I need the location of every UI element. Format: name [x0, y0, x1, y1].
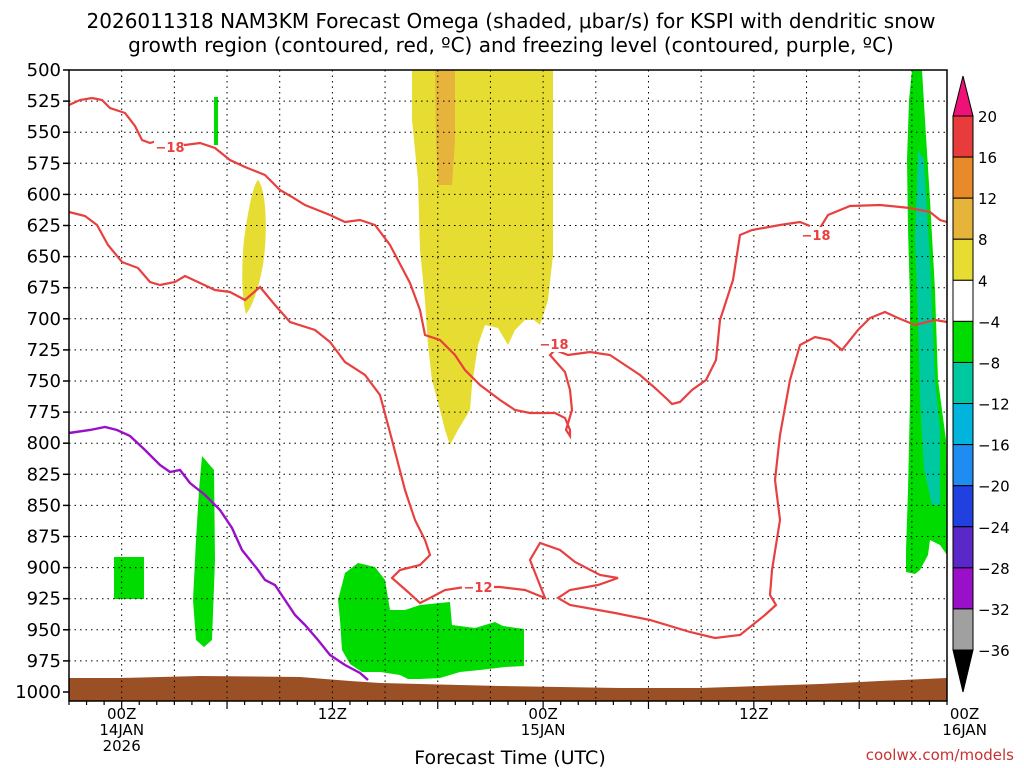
- x-tick-label: 12Z: [318, 705, 347, 723]
- terrain-ground: [69, 676, 947, 701]
- colorbar-bin: [952, 567, 974, 610]
- colorbar-label: 16: [978, 149, 997, 167]
- colorbar-top-arrow: [952, 75, 974, 117]
- chart-title-line1: 2026011318 NAM3KM Forecast Omega (shaded…: [87, 9, 936, 33]
- omega-region-green-tick: [214, 97, 218, 145]
- colorbar-bin: [952, 115, 974, 158]
- contour-label-2: −18: [802, 229, 831, 244]
- y-tick-label: 725: [27, 340, 61, 361]
- y-tick-label: 675: [27, 278, 61, 299]
- contour-label-bg-2: [800, 227, 832, 243]
- colorbar-bin: [952, 361, 974, 405]
- colorbar-label: −32: [978, 601, 1010, 619]
- y-tick-label: 575: [27, 153, 61, 174]
- colorbar-bin: [952, 197, 974, 240]
- y-tick-label: 875: [27, 527, 61, 548]
- y-tick-label: 900: [27, 558, 61, 579]
- colorbar-label: −36: [978, 642, 1010, 660]
- x-tick-label: 00Z: [528, 705, 557, 723]
- colorbar-bin: [952, 279, 974, 322]
- y-tick-label: 800: [27, 433, 61, 454]
- omega-region-orange: [435, 70, 455, 185]
- contour-label-bg-1: [154, 139, 184, 155]
- contour-label-3: −18: [540, 338, 569, 353]
- x-tick-label: 15JAN: [521, 721, 566, 739]
- colorbar-bin: [952, 238, 974, 281]
- y-tick-label: 775: [27, 402, 61, 423]
- omega-region-green-lower: [338, 563, 524, 679]
- y-tick-label: 750: [27, 371, 61, 392]
- colorbar-bin: [952, 608, 974, 651]
- colorbar-label: −4: [978, 313, 1000, 331]
- y-tick-label: 600: [27, 184, 61, 205]
- colorbar-label: −28: [978, 560, 1010, 578]
- x-tick-label: 00Z: [950, 705, 979, 723]
- credit-text: coolwx.com/models: [866, 746, 1014, 764]
- colorbar-label: 4: [978, 272, 988, 290]
- y-tick-label: 650: [27, 247, 61, 268]
- freezing-level-contour: [68, 425, 369, 681]
- x-tick-label: 14JAN: [99, 721, 144, 739]
- contour-label-1: −18: [156, 141, 185, 156]
- colorbar-bin: [952, 403, 974, 446]
- colorbar-bin: [952, 444, 974, 487]
- colorbar-bin: [952, 485, 974, 528]
- dgz-minus12-contour: [68, 210, 948, 640]
- dgz-minus18-contour-upper-right: [819, 203, 948, 229]
- chart-title-line2: growth region (contoured, red, ºC) and f…: [128, 33, 894, 57]
- colorbar-label: 20: [978, 108, 997, 126]
- y-tick-label: 850: [27, 495, 61, 516]
- y-tick-label: 925: [27, 589, 61, 610]
- colorbar-label: −24: [978, 519, 1010, 537]
- y-tick-label: 550: [27, 122, 61, 143]
- colorbar-bin: [952, 156, 974, 199]
- grid-lines: [69, 70, 947, 701]
- y-tick-label: 700: [27, 309, 61, 330]
- colorbar-label: −16: [978, 437, 1010, 455]
- colorbar-bottom-arrow: [952, 649, 974, 693]
- colorbar-label: 8: [978, 231, 988, 249]
- colorbar-label: −20: [978, 478, 1010, 496]
- colorbar-label: −12: [978, 396, 1010, 414]
- colorbar-bin: [952, 320, 974, 363]
- y-tick-label: 525: [27, 91, 61, 112]
- x-tick-label: 00Z: [107, 705, 136, 723]
- x-axis-label: Forecast Time (UTC): [414, 747, 605, 768]
- y-tick-label: 975: [27, 651, 61, 672]
- x-tick-label: 12Z: [739, 705, 768, 723]
- contours: −18 −18 −18 −12: [68, 96, 948, 681]
- y-tick-label: 1000: [15, 682, 61, 703]
- y-tick-label: 950: [27, 620, 61, 641]
- x-tick-label: 16JAN: [942, 721, 987, 739]
- omega-region-teal-right: [915, 150, 940, 505]
- contour-label-bg-3: [538, 336, 570, 352]
- colorbar-label: 12: [978, 190, 997, 208]
- colorbar-label: −8: [978, 354, 1000, 372]
- y-tick-label: 500: [27, 60, 61, 81]
- contour-label-4: −12: [464, 581, 493, 596]
- contour-label-bg-4: [462, 579, 494, 595]
- y-tick-label: 625: [27, 216, 61, 237]
- y-axis: 500 525 550 575 600 625 650 675 700 725 750 775 800 8…: [15, 60, 69, 703]
- colorbar-bin: [952, 526, 974, 569]
- omega-region-yellow-small: [242, 180, 266, 314]
- y-tick-label: 825: [27, 464, 61, 485]
- omega-region-green-vertical: [193, 456, 215, 647]
- colorbar: 20 16 12 8 4 −4 −8 −12 −16 −20 −24 −28 −32 −36: [952, 75, 1010, 693]
- omega-region-green-box: [114, 557, 144, 599]
- x-tick-label: 2026: [103, 737, 141, 755]
